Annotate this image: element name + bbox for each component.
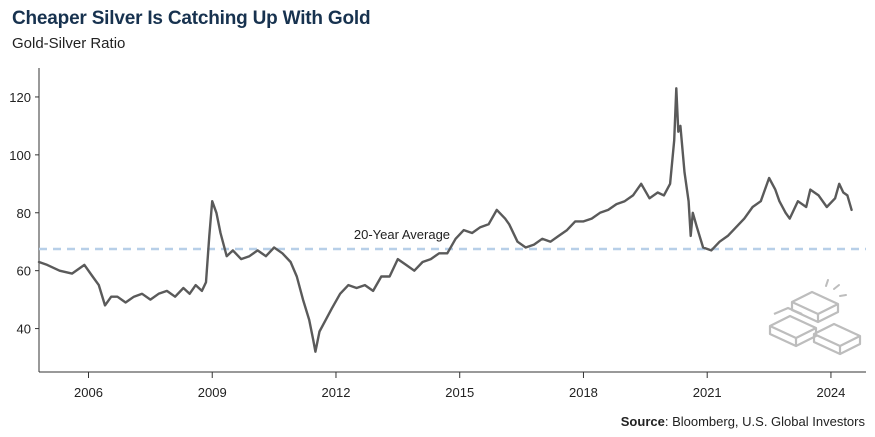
x-tick-label: 2012: [322, 385, 351, 400]
chart-title: Cheaper Silver Is Catching Up With Gold: [12, 8, 371, 29]
series-line: [37, 87, 853, 353]
y-tick-label: 80: [17, 206, 31, 221]
x-tick-label: 2024: [816, 385, 845, 400]
average-line-group: 20-Year Average: [39, 227, 866, 251]
source-text: : Bloomberg, U.S. Global Investors: [664, 414, 865, 429]
y-tick-label: 60: [17, 264, 31, 279]
gold-silver-bars-icon: [768, 279, 862, 356]
x-tick-label: 2021: [693, 385, 722, 400]
source-label: Source: [620, 414, 665, 429]
x-tick-label: 2006: [74, 385, 103, 400]
average-label: 20-Year Average: [354, 227, 450, 242]
y-tick-label: 40: [17, 322, 31, 337]
chart-subtitle: Gold-Silver Ratio: [12, 35, 126, 52]
chart-axes: 40 60 80 100 120 2006 2009 2012 2015 2018 2021 2024: [9, 68, 866, 400]
series-group: [37, 87, 853, 353]
source-note: Source: Bloomberg, U.S. Global Investors: [621, 414, 865, 429]
x-tick-label: 2018: [569, 385, 598, 400]
y-tick-label: 100: [9, 148, 31, 163]
x-tick-label: 2009: [198, 385, 227, 400]
y-tick-label: 120: [9, 90, 31, 105]
x-tick-label: 2015: [445, 385, 474, 400]
